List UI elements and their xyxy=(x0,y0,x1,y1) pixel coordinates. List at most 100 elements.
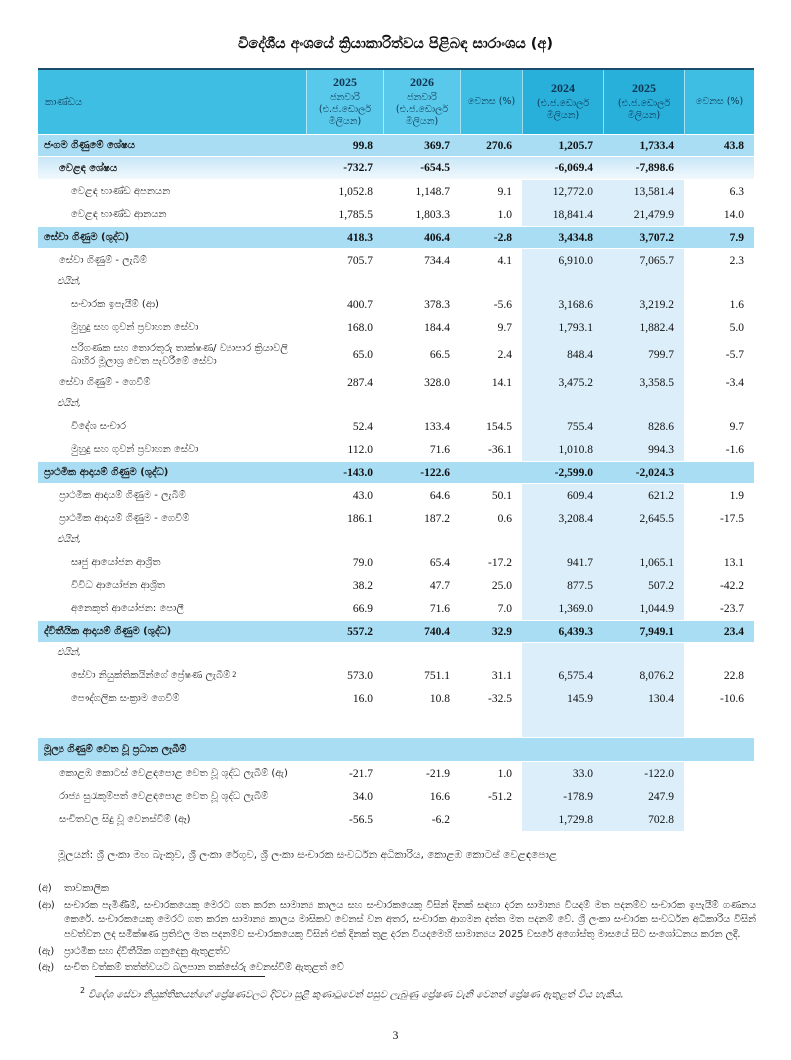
value-cell: 270.6 xyxy=(486,139,512,152)
header-label: ජනවාරි (එ.ජ.ඩොලර් මිලියන) xyxy=(318,91,372,128)
note-text: සංචිත වත්කම් තත්ත්වයට බලපාන තක්සේරු වෙනස… xyxy=(64,962,344,974)
value-cell xyxy=(383,710,460,737)
value-cell: -21.7 xyxy=(349,767,373,780)
value-cell: 328.0 xyxy=(424,376,450,389)
value-cell: -122.0 xyxy=(603,762,684,785)
note-item: (ඇ) ප්‍රාථමික සහ ද්විතීයික ගනුදෙනු ඇතුළත්… xyxy=(38,945,756,960)
value-cell: 378.3 xyxy=(424,298,450,311)
value-cell xyxy=(684,785,754,808)
table-row: එයින්, xyxy=(38,643,754,664)
note-item: (ආ) සංචාරක පැමිණීම්, සංචාරකයෙකු මෙරට ගත ක… xyxy=(38,899,756,943)
category-cell: මූල්‍ය ගිණුම් වෙත වූ ප්‍රධාන ලැබීම් xyxy=(44,744,187,755)
value-cell: 287.4 xyxy=(347,376,373,389)
table-row: ප්‍රාථමික ආදායම් ගිණුම (ශුද්ධ) -143.0 -122… xyxy=(38,461,754,484)
value-cell: 22.8 xyxy=(723,669,744,682)
table-row: එයින්, xyxy=(38,394,754,415)
note-tag: (ඈ) xyxy=(38,962,55,974)
note-tag: (ඇ) xyxy=(38,945,55,957)
value-cell: 99.8 xyxy=(352,139,373,152)
value-cell xyxy=(603,643,684,664)
category-cell: විවිධ ආයෝජන ආශ්‍රිත xyxy=(71,580,166,591)
value-cell: 1,785.5 xyxy=(338,208,374,221)
value-cell xyxy=(306,272,383,293)
header-cell: 2026 ජනවාරි (එ.ජ.ඩොලර් මිලියන) xyxy=(383,70,460,134)
value-cell: 3,219.2 xyxy=(603,293,684,316)
value-cell: 3,358.5 xyxy=(603,371,684,394)
table-row: මුහුදු සහ ගුවන් ප්‍රවාහන සේවා 168.0 184.4 9… xyxy=(38,316,754,339)
value-cell: 1,010.8 xyxy=(522,438,603,461)
table-row: ප්‍රාථමික ආදායම් ගිණුම - ගෙවීම් 186.1 187.… xyxy=(38,507,754,530)
header-cell: වෙනස (%) xyxy=(460,70,522,134)
category-cell: වෙළඳ භාණ්ඩ අපනයන xyxy=(71,186,171,197)
category-cell: සේවා නියුක්තිකයින්ගේ ප්‍රේෂණ ලැබීම් 2 xyxy=(71,670,237,681)
page-title: විදේශීය අංශයේ ක්‍රියාකාරිත්වය පිළිබඳ සාර… xyxy=(238,36,553,52)
category-cell: මුහුදු සහ ගුවන් ප්‍රවාහන සේවා xyxy=(71,322,199,333)
value-cell: 1.9 xyxy=(729,489,744,502)
value-cell: 7,065.7 xyxy=(603,249,684,272)
value-cell xyxy=(522,272,603,293)
value-cell: 2.3 xyxy=(729,254,744,267)
value-cell: 400.7 xyxy=(347,298,373,311)
value-cell: -7,898.6 xyxy=(635,162,674,174)
value-cell: 6,439.3 xyxy=(558,625,594,638)
value-cell: 1,369.0 xyxy=(522,597,603,620)
value-cell xyxy=(522,643,603,664)
value-cell: 941.7 xyxy=(522,551,603,574)
category-cell: පෞද්ගලික සංක්‍රාම ගෙවීම් xyxy=(71,693,180,704)
value-cell: 21,479.9 xyxy=(603,203,684,226)
value-cell: 247.9 xyxy=(603,785,684,808)
value-cell: 1,044.9 xyxy=(603,597,684,620)
value-cell: 8,076.2 xyxy=(603,664,684,687)
value-cell: -6,069.4 xyxy=(554,162,593,174)
value-cell: 994.3 xyxy=(603,438,684,461)
value-cell: 10.8 xyxy=(429,692,450,705)
value-cell: 154.5 xyxy=(486,420,512,433)
header-label: වෙනස (%) xyxy=(695,95,744,107)
value-cell: 1.0 xyxy=(497,208,512,221)
value-cell xyxy=(383,530,460,551)
category-cell: ප්‍රාථමික ආදායම් ගිණුම - ගෙවීම් xyxy=(59,513,190,524)
table-row: වෙළඳ ශේෂය -732.7 -654.5 -6,069.4 -7,898.6 xyxy=(38,157,754,180)
header-cell: 2025 (එ.ජ.ඩොලර් මිලියන) xyxy=(603,70,684,134)
value-cell: 33.0 xyxy=(522,762,603,785)
value-cell xyxy=(306,530,383,551)
category-cell: සේවා ගිණුම් - ලැබීම් xyxy=(59,255,147,266)
table-row: සංචාරක ඉපැයීම් (ආ) 400.7 378.3 -5.6 3,168.6 3… xyxy=(38,293,754,316)
note-tag: (ආ) xyxy=(38,899,55,911)
value-cell: 184.4 xyxy=(424,321,450,334)
page: විදේශීය අංශයේ ක්‍රියාකාරිත්වය පිළිබඳ සාර… xyxy=(0,36,791,1042)
value-cell: -2,599.0 xyxy=(554,466,593,479)
value-cell: -178.9 xyxy=(522,785,603,808)
category-cell: සේවා ගිණුම (ශුද්ධ) xyxy=(44,232,130,243)
value-cell: -23.7 xyxy=(720,602,744,615)
category-cell: ජංගම ගිණුමේ ශේෂය xyxy=(44,140,135,151)
value-cell: 621.2 xyxy=(603,484,684,507)
value-cell: 50.1 xyxy=(491,489,512,502)
value-cell: 168.0 xyxy=(347,321,373,334)
table-row: කොළඹ කොටස් වෙළඳපොළ වෙත වූ ශුද්ධ ලැබීම් (… xyxy=(38,762,754,785)
footnote-block: 2 විදේශ සේවා නියුක්තිකයන්ගේ ප්‍රේෂණවලට දි… xyxy=(0,976,791,1000)
value-cell: 9.7 xyxy=(729,420,744,433)
table-header: කාණ්ඩය 2025 ජනවාරි (එ.ජ.ඩොලර් මිලියන) 2026 ජ… xyxy=(38,70,754,134)
value-cell xyxy=(306,394,383,415)
value-cell: 507.2 xyxy=(603,574,684,597)
category-cell: වෙළඳ ශේෂය xyxy=(59,162,118,174)
value-cell: -1.6 xyxy=(725,443,744,456)
header-cell: වෙනස (%) xyxy=(684,70,754,134)
value-cell xyxy=(684,272,754,293)
value-cell: 133.4 xyxy=(424,420,450,433)
category-cell: සේවා ගිණුම් - ගෙවීම් xyxy=(59,377,151,388)
header-year: 2025 xyxy=(333,75,357,90)
category-cell: පරිගණක සහ තොරතුරු තාක්ෂණ/ ව්‍යාපාර ක්‍රි… xyxy=(71,343,288,367)
value-cell: 145.9 xyxy=(522,687,603,710)
table-row: සේවා ගිණුම් - ගෙවීම් 287.4 328.0 14.1 3,475.… xyxy=(38,371,754,394)
value-cell xyxy=(306,643,383,664)
header-cell: කාණ්ඩය xyxy=(38,70,306,134)
value-cell xyxy=(460,462,522,483)
value-cell xyxy=(684,710,754,737)
table-row: රාජ්‍ය සුරැකුම්පත් වෙළඳපොළ වෙත වූ ශුද්ධ … xyxy=(38,785,754,808)
category-cell: එයින්, xyxy=(57,647,81,659)
value-cell: 1,205.7 xyxy=(558,139,594,152)
value-cell xyxy=(460,710,522,737)
table-row xyxy=(38,710,754,737)
